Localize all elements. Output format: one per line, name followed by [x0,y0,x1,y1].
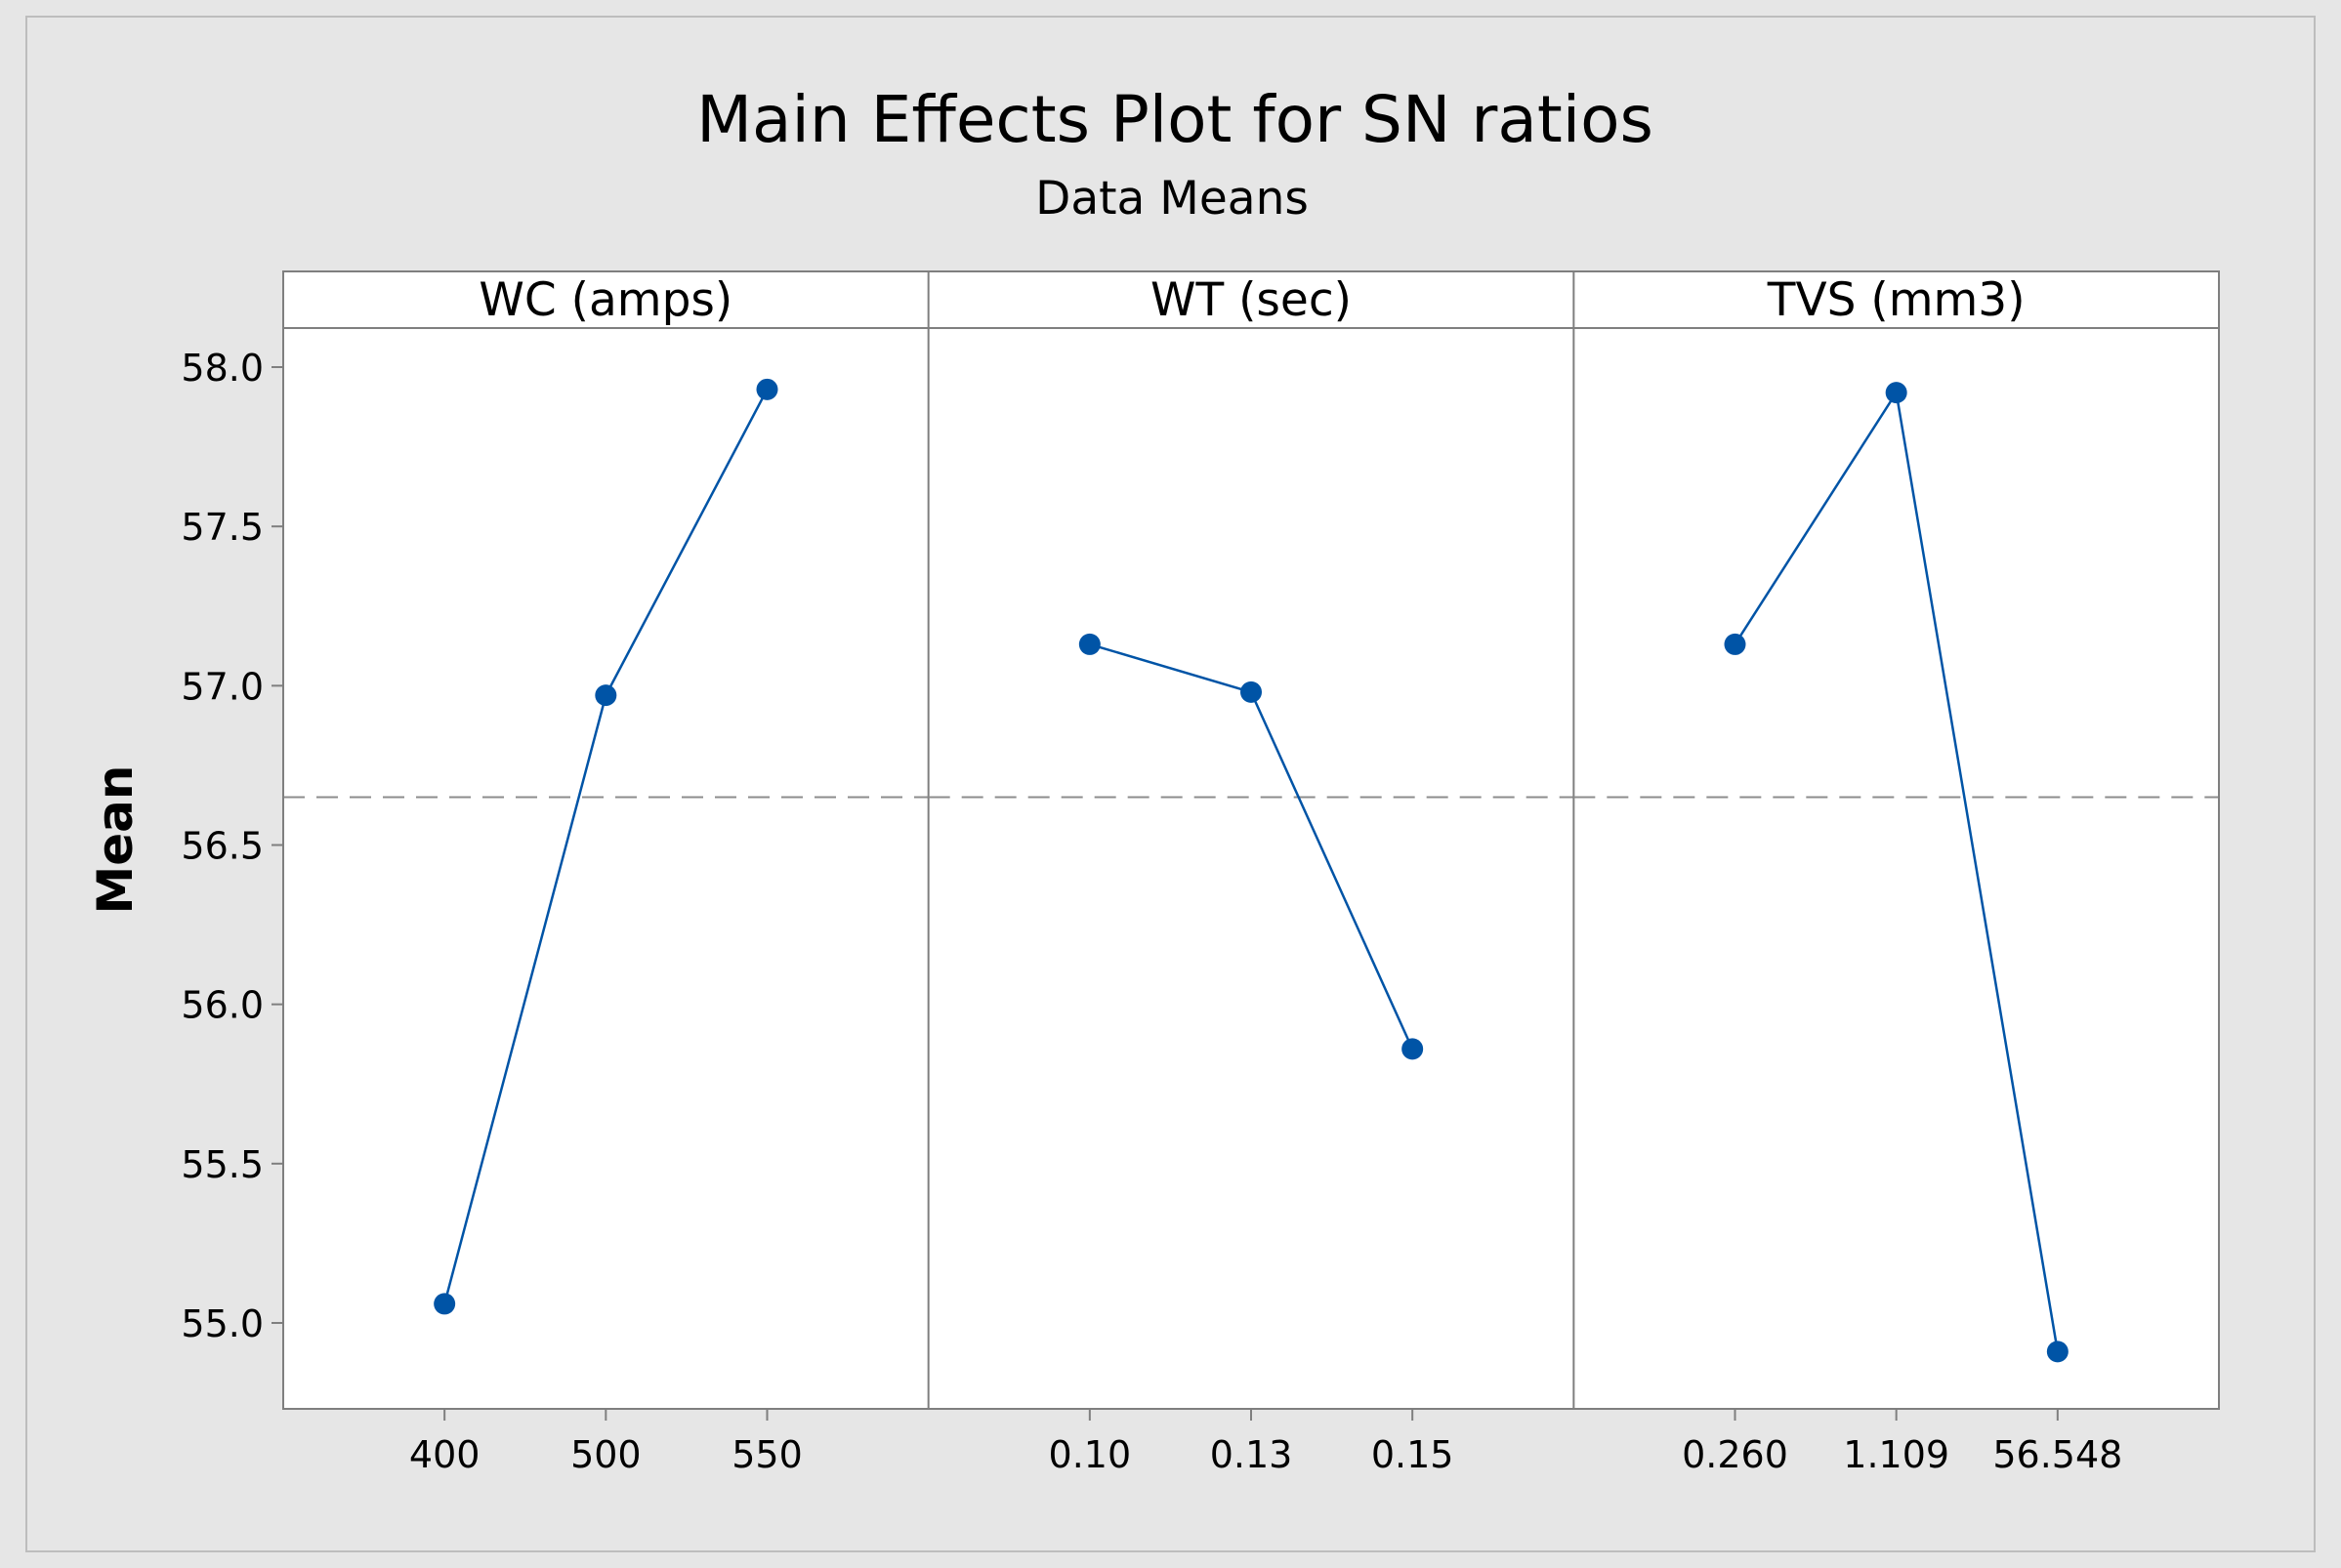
y-axis-label: Mean [87,764,144,914]
x-tick-label: 550 [732,1433,803,1476]
chart-title: Main Effects Plot for SN ratios [696,82,1653,157]
y-tick-label: 58.0 [181,347,264,390]
panel-strip [928,271,1574,328]
chart-subtitle: Data Means [1035,172,1309,226]
x-tick-label: 56.548 [1992,1433,2122,1476]
y-axis: 55.0 55.5 56.0 56.5 57.0 57.5 58.0 [181,347,283,1345]
data-point [2046,1341,2069,1363]
y-tick-label: 57.0 [181,665,264,708]
panel-strip [283,271,929,328]
plot-border [282,270,2220,1410]
data-point [1724,633,1746,655]
data-point [1401,1038,1424,1060]
panels: WC (amps) 400 500 550 WT (sec) 0.10 0.13 0.15 TV… [283,271,2219,1476]
x-tick-label: 0.10 [1049,1433,1132,1476]
data-point [1885,382,1907,404]
data-point [756,378,778,400]
panel-strip [1573,271,2219,328]
plot-frame [282,270,2220,1410]
data-point [1240,681,1262,703]
y-tick-label: 56.0 [181,984,264,1027]
y-tick-label: 55.5 [181,1143,264,1186]
x-tick-label: 0.15 [1371,1433,1454,1476]
x-tick-label: 1.109 [1843,1433,1949,1476]
y-tick-label: 57.5 [181,506,264,549]
data-point [434,1293,456,1315]
panel-1: WC (amps) 400 500 550 [283,271,929,1476]
x-tick-label: 400 [409,1433,481,1476]
panel-label: WT (sec) [1150,273,1352,327]
data-point [1078,633,1101,655]
panel-2: WT (sec) 0.10 0.13 0.15 [927,271,1574,1476]
x-tick-label: 0.260 [1682,1433,1788,1476]
panel-label: WC (amps) [479,273,732,327]
data-point [595,684,617,707]
y-tick-label: 55.0 [181,1302,264,1345]
plot-area [283,271,2219,1409]
x-tick-label: 500 [570,1433,642,1476]
panel-label: TVS (mm3) [1767,273,2026,327]
x-tick-label: 0.13 [1210,1433,1293,1476]
panel-3: TVS (mm3) 0.260 1.109 56.548 [1572,271,2219,1476]
y-tick-label: 56.5 [181,825,264,868]
